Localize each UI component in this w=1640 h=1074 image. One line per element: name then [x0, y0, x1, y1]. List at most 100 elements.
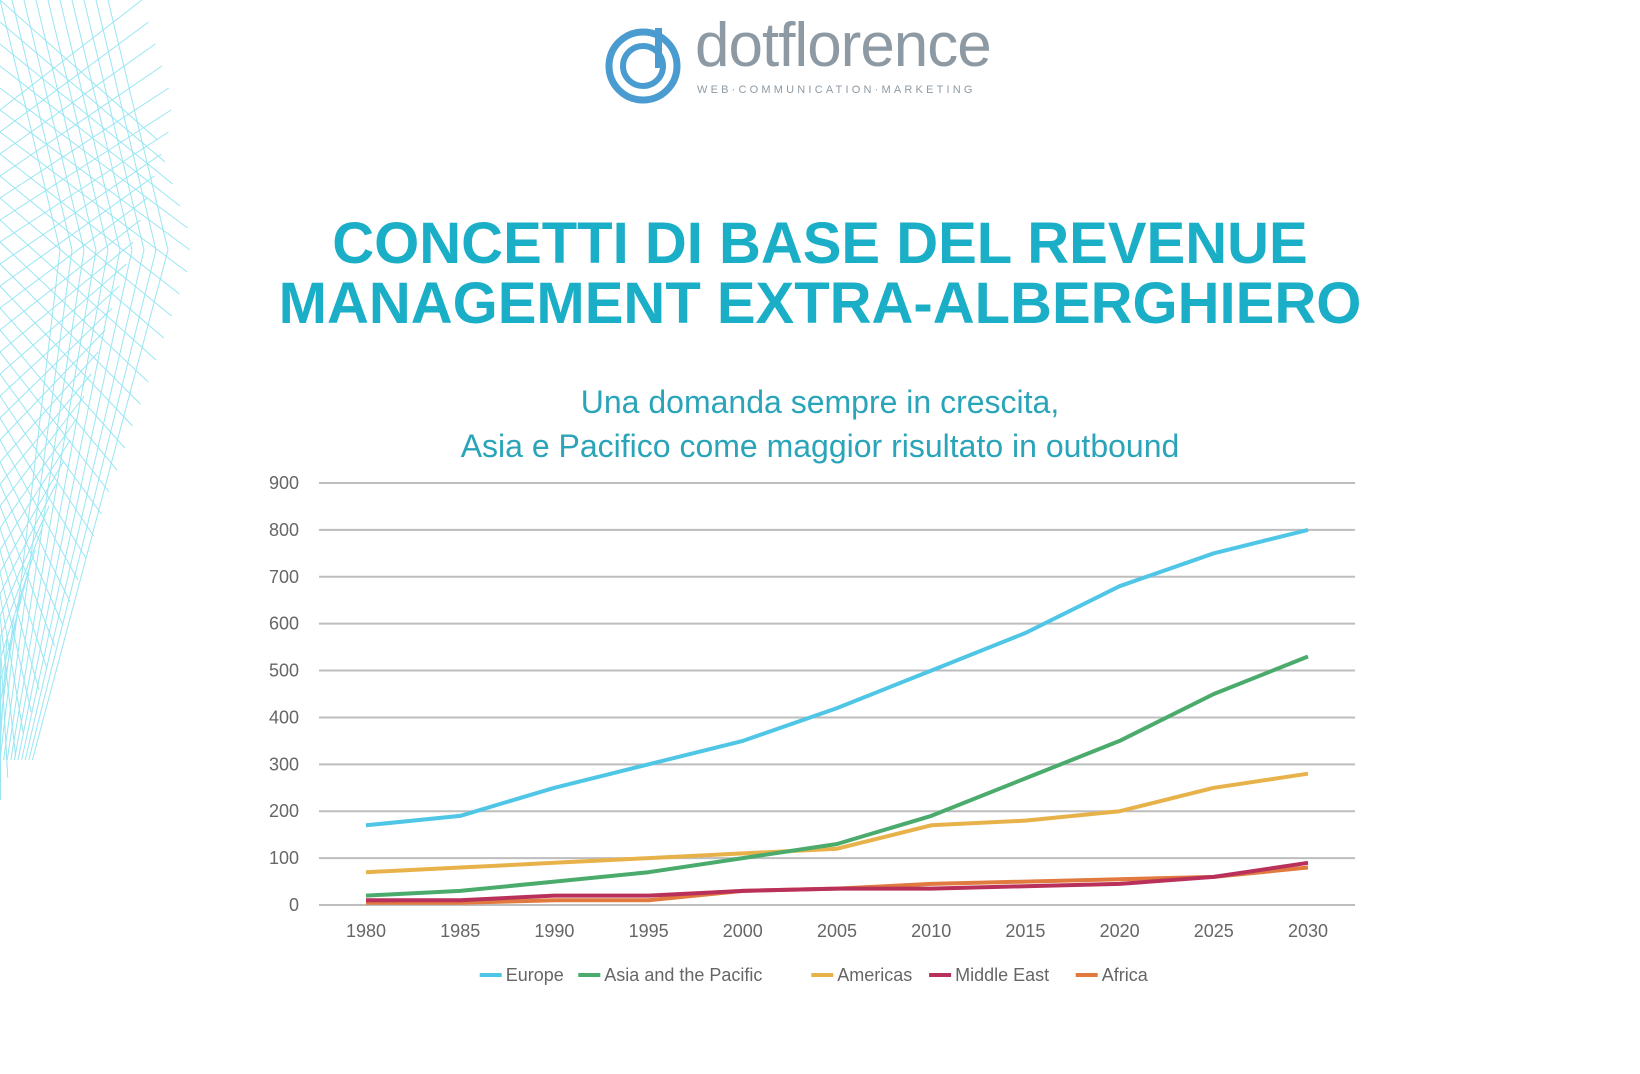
wire-line: [0, 87, 170, 199]
wire-line: [0, 637, 8, 749]
wire-line: [0, 461, 71, 603]
y-tick-label: 0: [289, 895, 299, 915]
x-tick-label: 2005: [817, 921, 857, 941]
wire-line: [0, 0, 61, 251]
wire-line: [0, 373, 92, 485]
wire-line: [0, 615, 17, 757]
wire-line: [0, 249, 61, 761]
legend-label: Africa: [1102, 965, 1149, 985]
y-tick-label: 700: [269, 567, 299, 587]
wire-line: [0, 175, 155, 287]
x-tick-label: 2025: [1194, 921, 1234, 941]
wire-line: [0, 417, 87, 559]
wire-line: [0, 483, 57, 595]
logo-tagline: WEB·COMMUNICATION·MARKETING: [697, 84, 976, 96]
wire-line: [3, 249, 73, 761]
legend-item: Middle East: [929, 965, 1049, 985]
y-tick-label: 900: [269, 473, 299, 493]
y-axis-labels: 0 100 200 300 400 500 600 700 800 900: [269, 473, 299, 915]
wire-line: [0, 0, 143, 111]
logo-wordmark: dotflorence: [695, 11, 992, 80]
wire-line: [0, 0, 158, 141]
legend-label: Europe: [506, 965, 564, 985]
wire-line: [0, 21, 149, 133]
wire-line: [23, 0, 85, 251]
wire-line: [0, 43, 156, 155]
wire-line: [0, 505, 50, 617]
wire-line: [0, 43, 173, 185]
y-tick-label: 100: [269, 848, 299, 868]
wire-line: [24, 249, 145, 761]
wire-line: [0, 373, 102, 515]
wire-line: [0, 307, 126, 449]
legend-label: Middle East: [955, 965, 1049, 985]
wire-line: [59, 0, 121, 251]
x-tick-label: 1995: [629, 921, 669, 941]
wire-line: [47, 0, 109, 251]
logo-d-icon: [605, 28, 681, 104]
legend-item: Africa: [1075, 965, 1149, 985]
x-tick-label: 1980: [346, 921, 386, 941]
wire-line: [21, 249, 133, 761]
chart-title: Una domanda sempre in crescita, Asia e P…: [300, 380, 1340, 468]
x-tick-label: 2015: [1005, 921, 1045, 941]
page-title-line2: MANAGEMENT EXTRA-ALBERGHIERO: [278, 271, 1362, 336]
series-line-europe: [365, 527, 1309, 828]
dotflorence-logo: dotflorence WEB·COMMUNICATION·MARKETING: [603, 11, 1043, 108]
page-title: CONCETTI DI BASE DEL REVENUE MANAGEMENT …: [0, 214, 1640, 334]
wire-line: [0, 571, 29, 683]
series-lines: [365, 527, 1309, 905]
wire-line: [6, 249, 85, 761]
y-tick-label: 300: [269, 754, 299, 774]
wire-line: [0, 395, 95, 537]
decorative-wireframe-pattern: [0, 0, 191, 800]
series-line-americas: [365, 771, 1309, 875]
wire-line: [0, 153, 162, 265]
legend-item: Americas: [811, 965, 912, 985]
wire-line: [0, 439, 79, 581]
y-tick-label: 400: [269, 707, 299, 727]
wire-line: [31, 249, 169, 761]
wire-line: [71, 0, 133, 251]
wire-line: [0, 571, 32, 713]
y-tick-label: 500: [269, 661, 299, 681]
wire-line: [0, 351, 99, 463]
wire-line: [107, 0, 169, 251]
wire-line: [0, 285, 133, 427]
wire-line: [0, 241, 149, 383]
wire-line: [11, 0, 73, 251]
wire-line: [0, 197, 165, 339]
wire-line: [13, 249, 109, 761]
y-tick-label: 800: [269, 520, 299, 540]
wire-line: [0, 131, 169, 243]
wire-line: [0, 197, 148, 309]
y-tick-label: 200: [269, 801, 299, 821]
wire-line: [0, 439, 71, 551]
wire-line: [0, 65, 181, 207]
wire-line: [83, 0, 145, 251]
chart-title-line2: Asia e Pacifico come maggior risultato i…: [460, 428, 1180, 464]
legend-item: Europe: [479, 965, 564, 985]
chart-legend: Europe Asia and the Pacific Americas Middle…: [479, 965, 1149, 985]
wire-line: [0, 65, 163, 177]
x-axis-labels: 1980 1985 1990 1995 2000 2005 2010 2015 2020 2025…: [346, 921, 1328, 941]
gridlines: [319, 482, 1355, 906]
wireframe-lines: [0, 0, 191, 800]
x-tick-label: 1990: [534, 921, 574, 941]
wire-line: [35, 0, 97, 251]
wire-line: [0, 637, 9, 779]
wire-line: [28, 249, 157, 761]
wire-line: [95, 0, 157, 251]
legend-item: Asia and the Pacific: [578, 965, 762, 985]
wire-line: [0, 461, 64, 573]
legend-label: Americas: [837, 965, 912, 985]
series-line-asia-and-the-pacific: [365, 654, 1309, 898]
wire-line: [0, 417, 78, 529]
x-tick-label: 1985: [440, 921, 480, 941]
wire-line: [0, 175, 172, 317]
y-tick-label: 600: [269, 614, 299, 634]
page-title-line1: CONCETTI DI BASE DEL REVENUE: [332, 211, 1308, 276]
x-tick-label: 2010: [911, 921, 951, 941]
wire-line: [17, 249, 121, 761]
